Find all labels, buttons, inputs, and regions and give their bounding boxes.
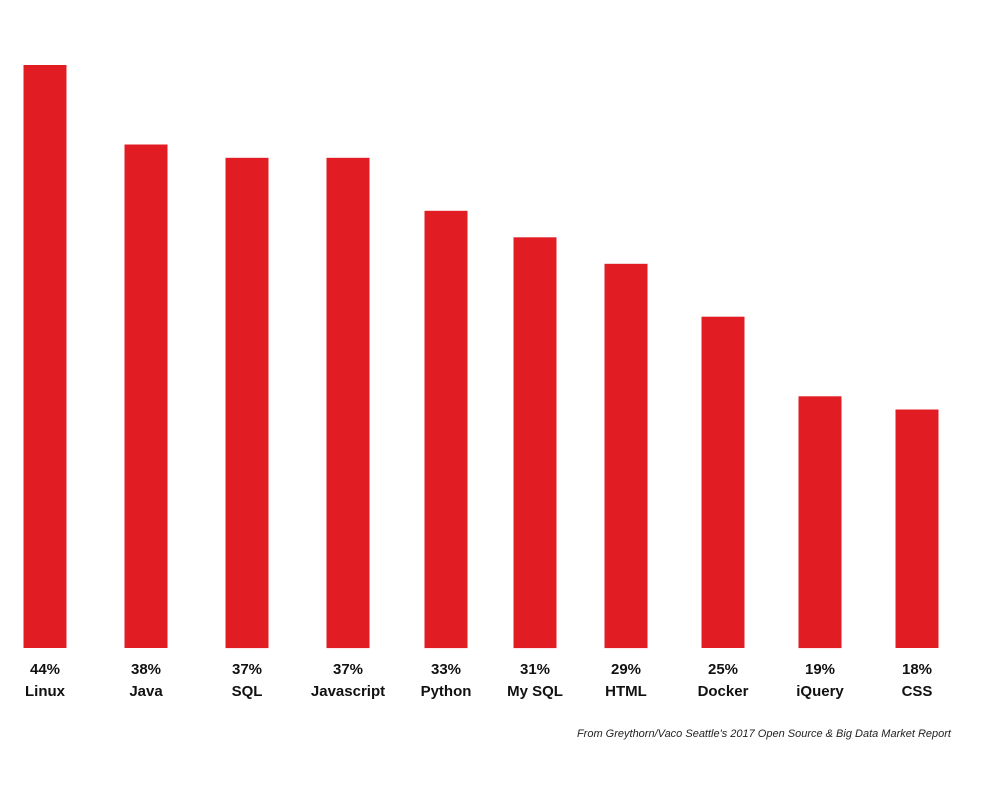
source-note: From Greythorn/Vaco Seattle's 2017 Open … (576, 728, 951, 740)
value-label-css: 18% (902, 661, 932, 678)
bar-javascript (326, 157, 370, 649)
category-label-docker: Docker (698, 683, 749, 700)
category-label-python: Python (421, 683, 472, 700)
bars-group (23, 65, 939, 649)
bar-my-sql (513, 237, 557, 649)
bar-python (424, 210, 468, 649)
value-label-java: 38% (131, 661, 161, 678)
value-label-iquery: 19% (805, 661, 835, 678)
category-label-sql: SQL (232, 683, 263, 700)
value-label-my-sql: 31% (520, 661, 550, 678)
category-label-my-sql: My SQL (507, 683, 563, 700)
value-label-docker: 25% (708, 661, 738, 678)
bar-linux (23, 65, 67, 648)
category-label-iquery: iQuery (796, 683, 844, 700)
value-label-sql: 37% (232, 661, 262, 678)
bar-css (895, 409, 939, 648)
category-label-javascript: Javascript (311, 683, 385, 700)
value-label-javascript: 37% (333, 661, 363, 678)
category-label-html: HTML (605, 683, 647, 700)
bar-html (604, 263, 648, 649)
bar-java (124, 144, 168, 648)
bar-iquery (798, 396, 842, 649)
value-label-python: 33% (431, 661, 461, 678)
bar-docker (701, 316, 745, 648)
category-label-linux: Linux (25, 683, 66, 700)
value-label-linux: 44% (30, 661, 60, 678)
bar-sql (225, 157, 269, 649)
value-labels-group: 44% 38% 37% 37% 33% 31% 29% 25% 19% 18% (30, 661, 932, 678)
category-label-css: CSS (902, 683, 933, 700)
value-label-html: 29% (611, 661, 641, 678)
category-label-java: Java (129, 683, 163, 700)
category-labels-group: Linux Java SQL Javascript Python My SQL HTML Do… (25, 683, 932, 700)
